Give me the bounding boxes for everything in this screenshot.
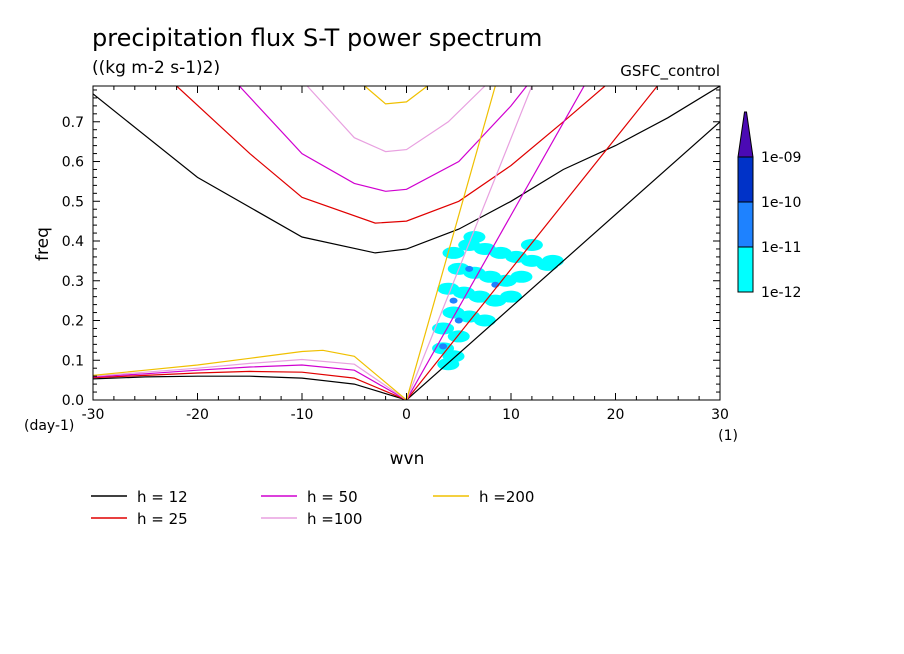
curve-ig-series-2: [238, 86, 528, 192]
colorbar-arrow: [737, 111, 754, 158]
spectrum-blob-level_1e-12-25: [541, 254, 564, 267]
y-tick-label-1: 0.1: [62, 353, 84, 369]
spectrum-blob-level_1e-12-21: [447, 330, 470, 343]
curve-ig-series-1: [176, 86, 606, 224]
legend-label-2: h = 50: [307, 488, 358, 506]
dataset-label: GSFC_control: [620, 62, 720, 81]
curve-ig-series-3: [306, 86, 486, 153]
x-tick-label-1: -20: [186, 407, 209, 423]
chart-title: precipitation flux S-T power spectrum: [92, 24, 542, 52]
colorbar-box-2: [737, 156, 754, 203]
x-unit-label: (1): [718, 428, 738, 444]
curve-kelvin-series-3: [405, 86, 533, 400]
curve-er-series-2: [93, 364, 407, 400]
colorbar-box-1: [737, 201, 754, 248]
x-axis-label: wvn: [390, 449, 425, 469]
y-tick-label-3: 0.3: [62, 274, 84, 290]
spectrum-blob-level_1e-11-4: [449, 297, 458, 304]
y-tick-label-0: 0.0: [62, 393, 84, 409]
plot-frame: [92, 85, 721, 401]
legend-label-1: h = 25: [137, 510, 188, 528]
dispersion-curves: [93, 86, 720, 400]
y-tick-label-5: 0.5: [62, 194, 84, 210]
curve-er-series-3: [93, 358, 407, 400]
spectrum-blob-level_1e-12-24: [437, 358, 460, 371]
legend-label-0: h = 12: [137, 488, 188, 506]
x-tick-label-2: -10: [291, 407, 314, 423]
colorbar-label-0: 1e-12: [761, 285, 801, 301]
spectrum-blob-level_1e-11-1: [454, 317, 463, 324]
spectrum-blob-level_1e-12-27: [463, 231, 486, 244]
curve-kelvin-series-1: [406, 86, 658, 400]
x-tick-label-0: -30: [82, 407, 105, 423]
y-tick-label-6: 0.6: [62, 155, 84, 171]
y-unit-label: (day-1): [24, 418, 74, 434]
chart-subtitle: ((kg m-2 s-1)2): [92, 58, 220, 78]
y-tick-label-7: 0.7: [62, 115, 84, 131]
legend-label-3: h =100: [307, 510, 362, 528]
curve-er-series-4: [93, 349, 407, 400]
y-tick-label-4: 0.4: [62, 234, 84, 250]
spectrum-blob-level_1e-12-19: [473, 314, 496, 327]
legend: h = 12 h = 25 h = 50 h =100 h =200: [91, 488, 534, 528]
contour-blobs: [432, 231, 564, 371]
colorbar-label-1: 1e-11: [761, 240, 801, 256]
colorbar-label-3: 1e-09: [761, 150, 801, 166]
spectrum-blob-level_1e-11-0: [465, 265, 474, 272]
curve-ig-series-0: [93, 86, 720, 254]
axis-ticks: -30 -20 -10 0 10 20 30 0.0 0.1 0.2 0.3 0.4 0.5 0.6 0.7: [62, 86, 729, 423]
spectrum-blob-level_1e-12-0: [442, 246, 465, 259]
spectrum-blob-level_1e-11-2: [439, 343, 448, 350]
curve-kelvin-series-0: [406, 121, 720, 400]
y-tick-label-2: 0.2: [62, 314, 84, 330]
spectrum-blob-level_1e-12-16: [500, 290, 522, 303]
x-tick-label-5: 20: [607, 407, 625, 423]
spectrum-blob-level_1e-12-26: [520, 238, 543, 251]
curve-kelvin-series-2: [405, 86, 585, 400]
colorbar: 1e-12 1e-11 1e-10 1e-09: [737, 111, 801, 301]
curve-kelvin-series-4: [405, 86, 496, 400]
colorbar-label-2: 1e-10: [761, 195, 801, 211]
curve-er-series-0: [93, 375, 407, 400]
x-tick-label-4: 10: [502, 407, 520, 423]
legend-label-4: h =200: [479, 488, 534, 506]
curve-er-series-1: [93, 370, 407, 400]
x-tick-label-6: 30: [711, 407, 729, 423]
colorbar-box-0: [737, 246, 754, 293]
spectrum-blob-level_1e-12-11: [510, 270, 533, 283]
curve-ig-series-4: [364, 86, 428, 105]
x-tick-label-3: 0: [402, 407, 411, 423]
y-axis-label: freq: [33, 227, 53, 261]
